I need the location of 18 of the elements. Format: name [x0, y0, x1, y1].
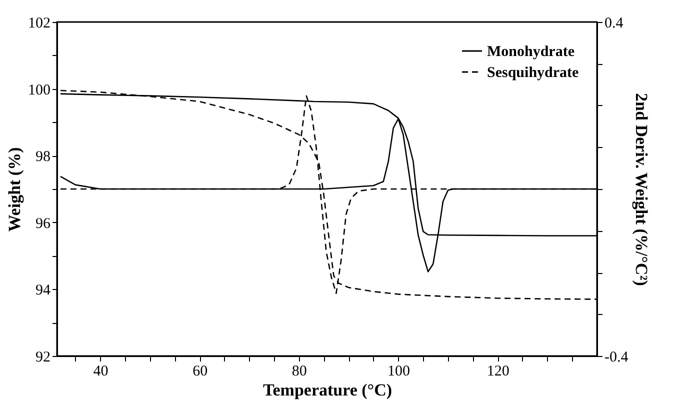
x-tick-label: 60	[192, 364, 208, 380]
x-tick-label: 100	[388, 364, 410, 380]
x-axis-title: Temperature (°C)	[262, 380, 392, 400]
y-tick-label: 92	[36, 350, 50, 366]
y-tick-label: 102	[28, 16, 50, 32]
y2-axis-title: 2nd Deriv. Weight (%/°C²)	[632, 93, 652, 286]
y-tick-label: 98	[36, 149, 50, 166]
y2-tick-label: 0.4	[604, 16, 624, 32]
legend-label: Monohydrate	[487, 44, 575, 60]
x-tick-label: 40	[93, 364, 108, 380]
legend-label: Sesquihydrate	[487, 65, 580, 81]
x-tick-label: 80	[292, 364, 307, 380]
y-tick-label: 96	[36, 216, 51, 232]
y-tick-label: 100	[28, 82, 50, 98]
y2-tick-label: -0.4	[604, 350, 629, 366]
y-axis-title: Weight (%)	[5, 147, 24, 232]
x-tick-label: 120	[486, 364, 510, 380]
y-tick-label: 94	[36, 282, 51, 299]
